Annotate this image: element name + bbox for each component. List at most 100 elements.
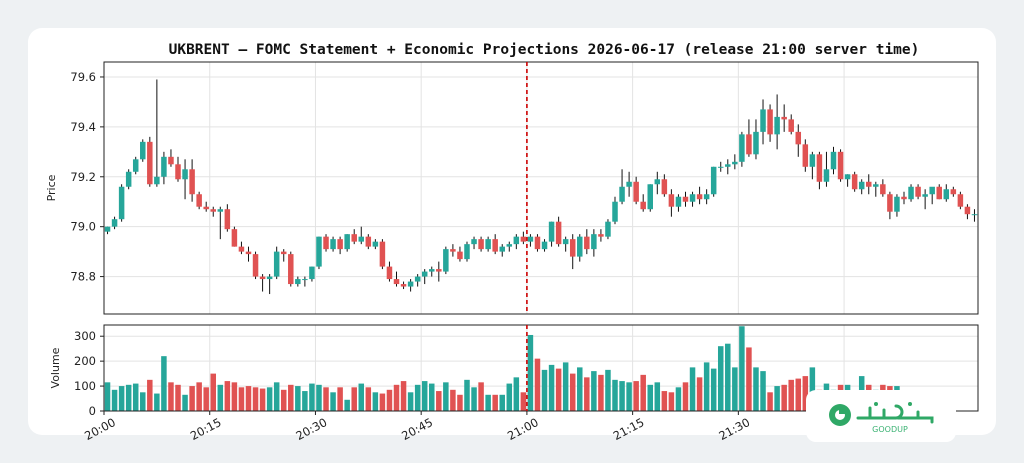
- time-tick-label: 21:30: [716, 415, 752, 443]
- candle: [915, 184, 921, 200]
- candle: [541, 239, 548, 252]
- candle: [569, 234, 576, 270]
- candle: [245, 246, 252, 262]
- candle: [527, 234, 534, 247]
- volume-bar: [478, 382, 484, 411]
- volume-bar: [788, 379, 794, 411]
- volume-bar: [273, 382, 280, 411]
- candle: [365, 234, 372, 250]
- candle: [492, 234, 498, 255]
- candle: [880, 179, 886, 197]
- volume-bar: [612, 379, 618, 411]
- candle: [809, 151, 816, 180]
- price-axes-frame: [103, 61, 979, 315]
- candle: [837, 149, 844, 182]
- candle: [309, 266, 315, 282]
- volume-bar: [717, 346, 724, 411]
- volume-bar: [774, 386, 780, 411]
- volume-bar: [414, 384, 421, 411]
- candle: [640, 194, 646, 212]
- volume-bar: [182, 394, 188, 411]
- candle: [154, 79, 160, 187]
- candle: [400, 281, 407, 290]
- volume-bar: [513, 377, 520, 411]
- candle: [781, 104, 787, 132]
- candle: [577, 234, 583, 262]
- candle: [118, 184, 125, 222]
- candle: [175, 156, 181, 182]
- candle: [851, 171, 858, 192]
- candle: [774, 94, 780, 150]
- price-tick-label: 79.6: [70, 70, 96, 84]
- volume-axis-label: Volume: [49, 347, 62, 388]
- candle: [633, 176, 639, 205]
- candle: [739, 131, 745, 167]
- volume-bar: [168, 382, 174, 411]
- volume-bar: [245, 386, 252, 411]
- candle: [767, 104, 773, 142]
- volume-bar: [633, 381, 639, 411]
- candle: [908, 184, 914, 202]
- volume-bar: [668, 392, 675, 411]
- candle: [717, 161, 724, 172]
- time-tick-label: 21:00: [505, 415, 541, 443]
- candle: [407, 279, 414, 292]
- candle: [140, 139, 146, 162]
- candle: [591, 229, 597, 257]
- candle: [732, 154, 738, 170]
- candle: [323, 234, 329, 252]
- candle: [760, 99, 766, 145]
- volume-bar: [703, 362, 710, 411]
- candle: [161, 151, 167, 185]
- candle: [866, 174, 872, 195]
- volume-bar: [118, 386, 125, 411]
- candle: [379, 239, 386, 270]
- candle: [816, 151, 823, 190]
- candle: [111, 216, 118, 230]
- time-tick-label: 21:15: [611, 415, 647, 443]
- volume-bar: [203, 387, 209, 411]
- candle: [668, 189, 675, 217]
- volume-bar: [598, 374, 604, 411]
- time-tick-label: 20:45: [399, 415, 435, 443]
- watermark-logo: GOODUP: [806, 390, 956, 442]
- candle: [443, 246, 449, 275]
- candle: [647, 184, 653, 212]
- time-tick-label: 20:15: [188, 415, 224, 443]
- volume-bar: [450, 389, 456, 411]
- volume-bar: [238, 387, 245, 411]
- candle: [471, 236, 477, 250]
- volume-bar: [710, 368, 717, 411]
- volume-bar: [696, 377, 703, 411]
- candle: [957, 191, 964, 210]
- volume-bar: [548, 364, 555, 411]
- volume-bar: [393, 384, 400, 411]
- watermark-caption: GOODUP: [872, 425, 908, 434]
- candle: [548, 221, 555, 247]
- volume-bar: [809, 367, 816, 411]
- volume-bar: [132, 383, 139, 411]
- volume-bar: [506, 383, 513, 411]
- volume-bar: [767, 392, 773, 411]
- candle: [922, 189, 928, 210]
- candle: [605, 219, 611, 240]
- candle: [125, 169, 132, 190]
- volume-bar: [365, 387, 372, 411]
- price-tick-label: 79.0: [70, 220, 96, 234]
- candle: [224, 204, 231, 232]
- candle: [555, 216, 562, 247]
- candle: [830, 146, 837, 175]
- volume-bar: [400, 381, 407, 411]
- volume-bar: [654, 382, 661, 411]
- candle: [520, 231, 527, 245]
- volume-bar: [464, 379, 470, 411]
- volume-bar: [231, 382, 238, 411]
- volume-bar: [457, 394, 463, 411]
- volume-bar: [288, 384, 294, 411]
- candle: [189, 159, 195, 202]
- candle: [929, 186, 935, 205]
- volume-bar: [280, 389, 287, 411]
- volume-bar: [584, 377, 590, 411]
- volume-bar: [351, 387, 357, 411]
